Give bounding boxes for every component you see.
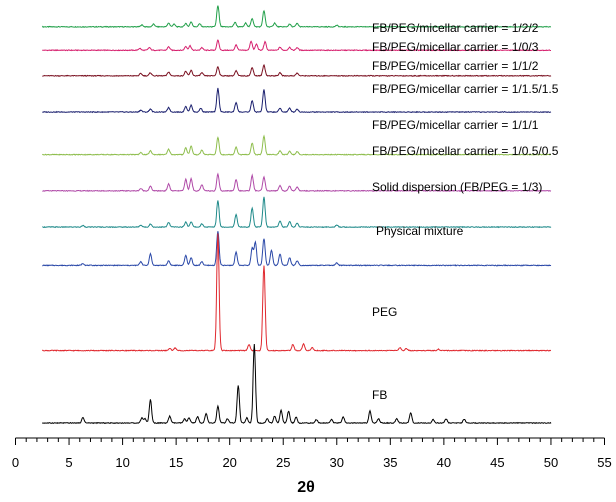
trace-label-9: FB: [372, 388, 387, 402]
trace-label-0: FB/PEG/micellar carrier = 1/2/2: [372, 21, 539, 35]
trace-label-3: FB/PEG/micellar carrier = 1/1.5/1.5: [372, 82, 559, 96]
trace-8: [41, 233, 551, 352]
trace-9: [41, 343, 552, 425]
trace-2: [42, 63, 552, 77]
x-axis: 0 5 10 15 20 25 30 35 40 45 50 55: [12, 437, 612, 470]
trace-label-6: Solid dispersion (FB/PEG = 1/3): [372, 180, 542, 194]
x-tick-label: 10: [115, 455, 129, 470]
x-tick-label: 15: [169, 455, 183, 470]
x-tick-label: 50: [544, 455, 558, 470]
trace-6: [42, 196, 552, 229]
x-tick-label: 35: [383, 455, 397, 470]
trace-label-7: Physical mixture: [376, 224, 464, 238]
x-tick-label: 0: [12, 455, 19, 470]
trace-4: [41, 134, 552, 156]
trace-label-group: FB/PEG/micellar carrier = 1/2/2 FB/PEG/mi…: [372, 21, 559, 402]
x-tick-label: 25: [276, 455, 290, 470]
x-axis-label: 2θ: [297, 479, 315, 496]
x-tick-label: 5: [65, 455, 72, 470]
trace-1: [41, 39, 551, 52]
trace-0: [41, 5, 552, 29]
trace-label-2: FB/PEG/micellar carrier = 1/1/2: [372, 59, 539, 73]
trace-7: [42, 231, 552, 267]
trace-label-5: FB/PEG/micellar carrier = 1/0.5/0.5: [372, 144, 559, 158]
trace-5: [42, 172, 552, 192]
trace-group: [41, 5, 552, 425]
x-tick-label: 55: [597, 455, 611, 470]
x-tick-label: 30: [330, 455, 344, 470]
x-tick-label: 40: [437, 455, 451, 470]
trace-label-1: FB/PEG/micellar carrier = 1/0/3: [372, 40, 539, 54]
trace-label-4: FB/PEG/micellar carrier = 1/1/1: [372, 118, 539, 132]
trace-3: [42, 87, 552, 114]
x-tick-label: 20: [222, 455, 236, 470]
x-tick-label: 45: [490, 455, 504, 470]
trace-label-8: PEG: [372, 305, 397, 319]
